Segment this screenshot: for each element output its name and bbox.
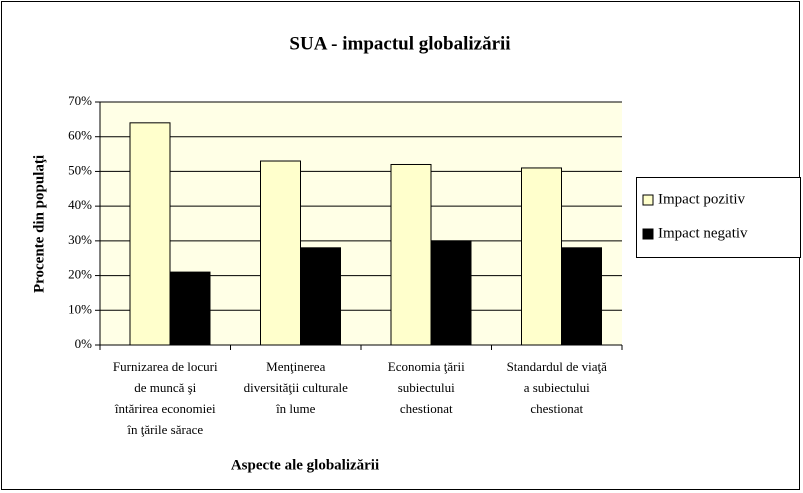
x-tick-label: Standardul de viaţă	[507, 359, 608, 374]
bar	[390, 163, 432, 346]
legend-swatch	[642, 194, 654, 206]
bar	[430, 240, 472, 346]
x-tick-label: Menţinerea	[266, 359, 325, 374]
bar	[561, 247, 602, 346]
bar	[129, 122, 171, 346]
x-tick-label: de muncă şi	[134, 380, 196, 395]
legend-swatch	[642, 228, 654, 240]
x-tick-label: chestionat	[530, 401, 583, 416]
bar	[169, 271, 211, 346]
x-tick-label: Furnizarea de locuri	[113, 359, 218, 374]
x-tick-label: chestionat	[400, 401, 453, 416]
x-tick-label: Economia ţării	[388, 359, 465, 374]
x-axis-label: Aspecte ale globalizării	[231, 457, 379, 473]
y-tick-label: 0%	[75, 336, 93, 351]
x-tick-label: subiectului	[398, 380, 455, 395]
y-axis-label: Procente din populaţi	[31, 155, 47, 293]
x-tick-label: diversităţii culturale	[244, 380, 349, 395]
y-tick-label: 20%	[68, 267, 92, 282]
legend-label: Impact negativ	[658, 225, 748, 241]
y-tick-label: 30%	[68, 232, 92, 247]
y-tick-label: 40%	[68, 197, 92, 212]
x-tick-label: întărirea economiei	[114, 401, 216, 416]
y-tick-label: 60%	[68, 128, 92, 143]
x-tick-label: în ţările sărace	[126, 422, 203, 437]
bar	[260, 160, 301, 346]
bar	[521, 167, 562, 346]
y-tick-label: 50%	[68, 162, 92, 177]
y-tick-label: 10%	[68, 301, 92, 316]
x-tick-label: în lume	[275, 401, 316, 416]
legend-label: Impact pozitiv	[658, 191, 746, 207]
y-tick-label: 70%	[68, 93, 92, 108]
bar	[300, 247, 341, 346]
legend-box	[636, 177, 801, 258]
x-tick-label: a subiectului	[524, 380, 590, 395]
chart-title: SUA - impactul globalizării	[289, 33, 510, 54]
